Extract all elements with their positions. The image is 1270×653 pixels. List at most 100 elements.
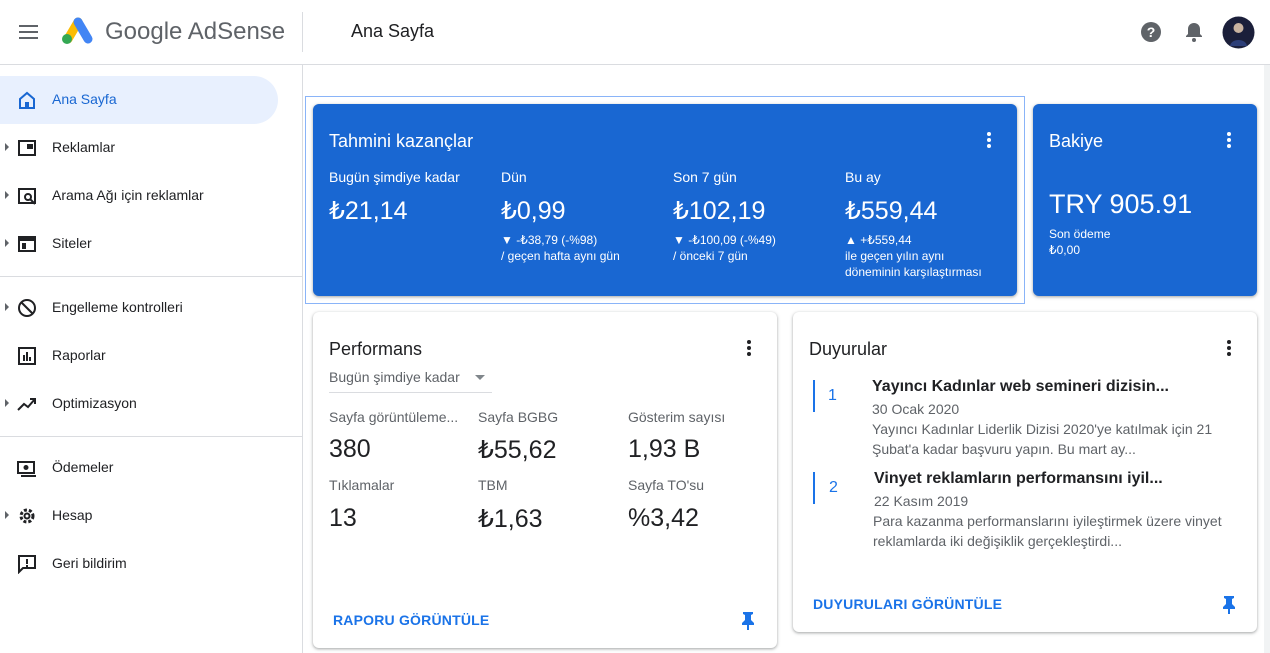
earnings-amount: ₺102,19 (673, 197, 766, 225)
announcements-card (793, 312, 1257, 632)
pin-button[interactable] (1221, 595, 1237, 615)
period-dropdown[interactable]: Bugün şimdiye kadar (329, 369, 460, 385)
metric-value: %3,42 (628, 504, 699, 532)
card-title: Tahmini kazançlar (329, 131, 474, 151)
metric-label: TBM (478, 477, 508, 493)
expand-arrow[interactable] (5, 239, 9, 247)
dropdown-underline (329, 392, 492, 393)
nav-divider (0, 276, 302, 277)
nav-item[interactable]: Ödemeler (52, 459, 114, 475)
expand-arrow[interactable] (5, 511, 9, 519)
earnings-amount: ₺0,99 (501, 197, 566, 225)
active-nav-highlight (0, 76, 278, 124)
item-marker (813, 472, 815, 504)
metric-label: Sayfa görüntüleme... (329, 409, 459, 425)
item-text: Yayıncı Kadınlar Liderlik Dizisi 2020'ye… (872, 421, 1213, 457)
feedback-icon (18, 555, 36, 574)
svg-text:?: ? (1147, 24, 1156, 40)
metric-value: ₺1,63 (478, 505, 543, 533)
settings-icon (19, 508, 35, 524)
more-menu[interactable] (1227, 132, 1231, 150)
nav-item[interactable]: Raporlar (52, 347, 106, 363)
performance-card (313, 312, 777, 648)
focus-outline (305, 96, 1025, 304)
item-title[interactable]: Yayıncı Kadınlar web semineri dizisin... (872, 378, 1169, 395)
brand: Google AdSense (105, 18, 286, 45)
expand-arrow[interactable] (5, 303, 9, 311)
item-date: 22 Kasım 2019 (874, 493, 969, 509)
earnings-amount: ₺559,44 (845, 197, 938, 225)
more-menu[interactable] (747, 340, 751, 358)
nav-item[interactable]: Hesap (52, 507, 93, 523)
metric-label: Sayfa TO'su (628, 477, 705, 493)
home-icon (19, 91, 35, 109)
notifications-button[interactable] (1184, 21, 1204, 43)
item-title[interactable]: Vinyet reklamların performansını iyil... (874, 470, 1163, 487)
earnings-change: ▲ +₺559,44 (845, 233, 912, 247)
help-button[interactable]: ? (1140, 21, 1162, 43)
item-marker (813, 380, 815, 412)
pin-button[interactable] (740, 611, 756, 631)
earnings-label: Son 7 gün (673, 169, 737, 185)
optimize-icon (17, 398, 36, 411)
menu-button[interactable] (18, 22, 40, 42)
balance-card[interactable] (1033, 104, 1257, 296)
earnings-compare: / önceki 7 gün (673, 249, 748, 263)
nav-item[interactable]: Ana Sayfa (52, 91, 117, 107)
metric-value: 13 (329, 504, 357, 532)
last-payment: ₺0,00 (1049, 243, 1080, 257)
card-title: Performans (329, 339, 423, 359)
item-date: 30 Ocak 2020 (872, 401, 960, 417)
metric-value: ₺55,62 (478, 436, 557, 464)
more-menu[interactable] (987, 132, 991, 150)
nav-item[interactable]: Optimizasyon (52, 395, 137, 411)
item-number: 1 (828, 387, 837, 404)
reports-icon (18, 347, 36, 365)
earnings-change: ▼ -₺100,09 (-%49) (673, 233, 776, 247)
metric-value: 380 (329, 435, 371, 463)
card-title: Duyurular (809, 339, 888, 359)
nav-item[interactable]: Reklamlar (52, 139, 116, 155)
metric-label: Tıklamalar (329, 477, 395, 493)
earnings-compare: / geçen hafta aynı gün (501, 249, 620, 263)
view-report-link[interactable]: RAPORU GÖRÜNTÜLE (333, 612, 490, 628)
sidebar (0, 65, 303, 653)
scrollbar[interactable] (1264, 65, 1270, 653)
block-icon (18, 299, 36, 317)
earnings-amount: ₺21,14 (329, 197, 408, 225)
last-payment-label: Son ödeme (1049, 227, 1111, 241)
more-menu[interactable] (1227, 340, 1231, 358)
header-divider (302, 12, 303, 52)
nav-item[interactable]: Engelleme kontrolleri (52, 299, 183, 315)
item-number: 2 (829, 479, 838, 496)
sites-icon (18, 236, 36, 252)
expand-arrow[interactable] (5, 143, 9, 151)
account-avatar[interactable] (1222, 16, 1255, 49)
balance-amount: TRY 905.91 (1049, 189, 1193, 219)
item-text: Para kazanma performanslarını iyileştirm… (873, 513, 1222, 549)
earnings-label: Bugün şimdiye kadar (329, 169, 460, 185)
view-announcements-link[interactable]: DUYURULARI GÖRÜNTÜLE (813, 596, 1003, 612)
earnings-compare: döneminin karşılaştırması (845, 265, 982, 279)
metric-label: Sayfa BGBG (478, 409, 559, 425)
earnings-label: Dün (501, 169, 527, 185)
expand-arrow[interactable] (5, 191, 9, 199)
ads-icon (18, 140, 36, 156)
adsense-logo[interactable] (60, 15, 96, 47)
search-ads-icon (18, 188, 36, 205)
nav-item[interactable]: Arama Ağı için reklamlar (52, 187, 204, 203)
payments-icon (17, 461, 36, 477)
earnings-change: ▼ -₺38,79 (-%98) (501, 233, 598, 247)
page-title: Ana Sayfa (351, 21, 435, 41)
nav-item[interactable]: Geri bildirim (52, 555, 127, 571)
metric-value: 1,93 B (628, 435, 701, 463)
dropdown-arrow[interactable] (475, 375, 485, 380)
earnings-compare: ile geçen yılın aynı (845, 249, 945, 263)
top-bar (0, 0, 1270, 65)
nav-divider (0, 436, 302, 437)
nav-item[interactable]: Siteler (52, 235, 92, 251)
expand-arrow[interactable] (5, 399, 9, 407)
earnings-card[interactable] (313, 104, 1017, 296)
card-title: Bakiye (1049, 131, 1104, 151)
earnings-label: Bu ay (845, 169, 881, 185)
